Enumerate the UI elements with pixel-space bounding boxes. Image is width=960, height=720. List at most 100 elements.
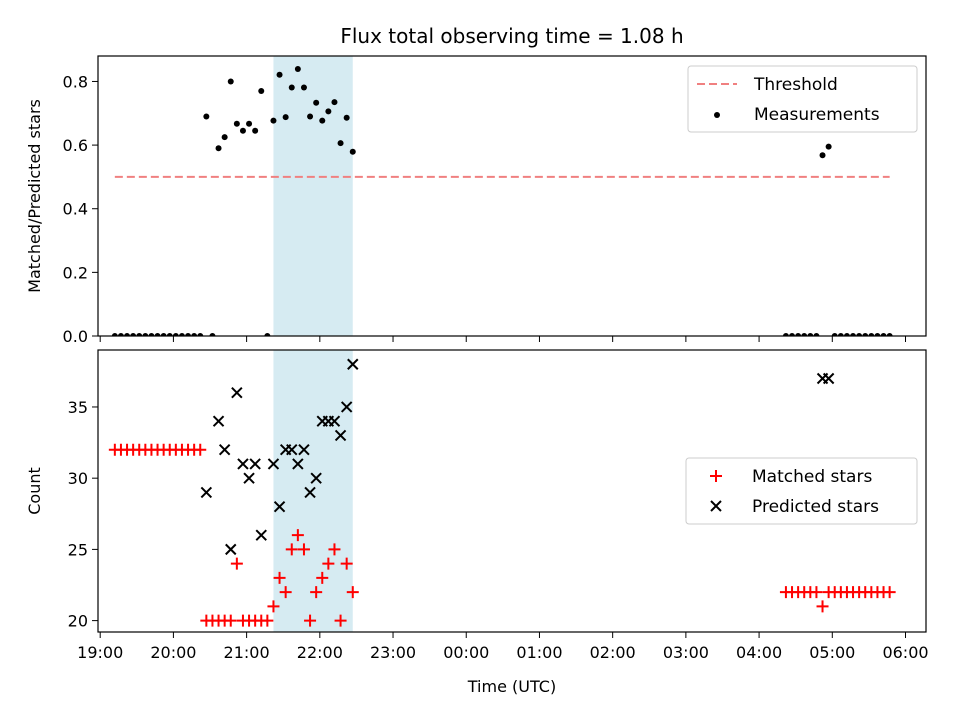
measurement-point	[886, 333, 893, 336]
legend-label: Measurements	[754, 105, 880, 125]
measurement-point	[166, 333, 173, 336]
y-tick-label: 30	[68, 469, 88, 488]
y-tick-label: 35	[68, 398, 88, 417]
legend-label: Matched stars	[752, 467, 872, 487]
measurement-point	[264, 333, 271, 336]
predicted-star-marker	[310, 472, 322, 484]
x-tick-label: 03:00	[663, 643, 709, 662]
measurement-point	[148, 333, 155, 336]
matched-star-marker	[297, 543, 310, 556]
measurement-point	[880, 333, 887, 336]
data-points	[111, 66, 893, 336]
data-points	[108, 358, 896, 627]
measurement-point	[221, 134, 228, 141]
x-tick-label: 20:00	[150, 643, 196, 662]
measurement-point	[227, 78, 234, 85]
measurement-point	[337, 140, 344, 147]
x-tick-label: 22:00	[297, 643, 343, 662]
matched-star-marker	[816, 600, 829, 613]
predicted-star-marker	[298, 443, 310, 456]
predicted-star-marker	[273, 500, 286, 513]
measurement-point	[782, 333, 789, 336]
measurement-point	[239, 127, 246, 134]
predicted-star-marker	[237, 458, 249, 470]
x-tick-label: 23:00	[370, 643, 416, 662]
measurement-point	[130, 333, 137, 336]
y-tick-label: 20	[68, 612, 88, 631]
y-tick-label: 0.2	[63, 263, 88, 282]
measurement-point	[215, 145, 222, 152]
measurement-point	[276, 71, 283, 78]
y-tick-label: 0.4	[63, 200, 88, 219]
x-tick-label: 05:00	[809, 643, 855, 662]
matched-star-marker	[194, 443, 207, 456]
matched-star-marker	[273, 571, 286, 584]
x-tick-label: 00:00	[443, 643, 489, 662]
measurement-point	[142, 333, 149, 336]
measurement-point	[246, 120, 253, 127]
predicted-star-marker	[347, 358, 359, 370]
predicted-star-marker	[212, 415, 225, 427]
measurement-point	[124, 333, 131, 336]
bottom-panel: 20 25 30 35 19:00 20:00 21:00 22:00 23:00 00:00 01…	[25, 349, 929, 696]
y-tick-label: 0.6	[63, 136, 88, 155]
predicted-star-marker	[340, 401, 353, 413]
measurement-point	[270, 117, 277, 124]
measurement-point	[862, 333, 869, 336]
legend-box	[685, 457, 918, 525]
measurement-point	[874, 333, 881, 336]
x-axis-label: Time (UTC)	[467, 677, 556, 696]
matched-star-marker	[261, 614, 274, 627]
measurement-point	[307, 113, 314, 120]
matched-star-marker	[316, 571, 329, 584]
measurement-point	[856, 333, 863, 336]
y-tick-label: 0.8	[63, 72, 88, 91]
measurement-point	[813, 333, 820, 336]
measurement-point	[349, 148, 356, 155]
x-tick-label: 21:00	[224, 643, 270, 662]
matched-star-marker	[334, 614, 347, 627]
legend-label: Predicted stars	[752, 497, 879, 517]
predicted-star-marker	[200, 486, 213, 499]
measurement-point	[197, 333, 204, 336]
measurement-point	[209, 333, 216, 336]
measurement-point	[252, 127, 259, 134]
measurement-point	[343, 114, 350, 121]
matched-star-marker	[322, 557, 335, 570]
matched-star-marker	[883, 586, 896, 599]
observing-span	[273, 350, 353, 632]
measurement-point	[185, 333, 192, 336]
measurement-point	[831, 333, 838, 336]
matched-star-marker	[328, 543, 341, 556]
matched-star-marker	[340, 557, 353, 570]
measurement-point	[300, 84, 307, 91]
measurement-point	[178, 333, 185, 336]
y-axis-label: Matched/Predicted stars	[25, 99, 44, 293]
measurement-point	[868, 333, 875, 336]
matched-star-marker	[310, 586, 323, 599]
predicted-star-marker	[334, 429, 347, 442]
measurement-point	[191, 333, 198, 336]
measurement-point	[850, 333, 857, 336]
measurement-point	[789, 333, 796, 336]
measurement-point	[258, 88, 265, 94]
predicted-star-marker	[255, 529, 267, 541]
y-tick-label: 0.0	[63, 327, 88, 346]
measurement-point	[837, 333, 844, 336]
measurement-point	[807, 333, 814, 336]
matched-star-marker	[267, 600, 280, 613]
measurement-point	[288, 84, 295, 91]
matched-star-marker	[291, 529, 304, 542]
legend-matched-swatch	[710, 470, 722, 482]
predicted-star-marker	[286, 443, 298, 456]
predicted-star-marker	[243, 472, 255, 484]
measurement-point	[795, 333, 802, 336]
predicted-star-marker	[267, 458, 280, 470]
measurement-point	[282, 114, 289, 121]
predicted-star-marker	[328, 415, 341, 427]
y-axis-label: Count	[25, 467, 44, 515]
top-panel: 0.0 0.2 0.4 0.6 0.8 Matched/Predicted stars Th…	[25, 55, 927, 346]
observing-span	[273, 56, 353, 336]
predicted-star-marker	[249, 458, 261, 470]
